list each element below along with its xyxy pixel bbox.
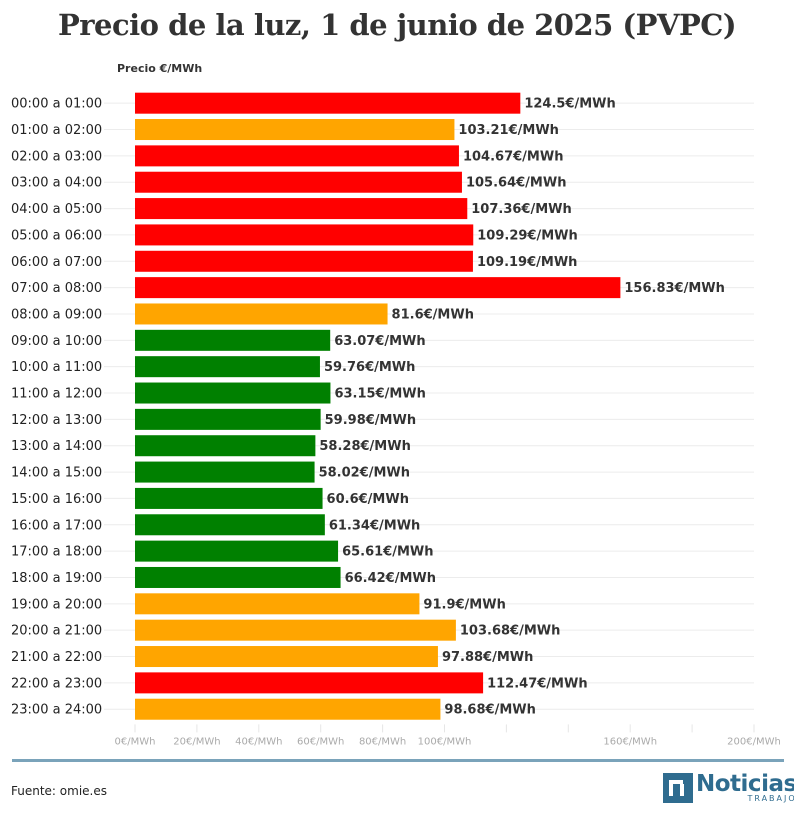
x-tick-label: 40€/MWh [235,736,282,747]
category-label: 08:00 a 09:00 [11,307,102,322]
bar [135,408,321,430]
bar [135,277,621,299]
category-label: 04:00 a 05:00 [11,202,102,217]
category-label: 07:00 a 08:00 [11,281,102,296]
value-label: 65.61€/MWh [342,545,433,560]
value-label: 156.83€/MWh [624,281,725,296]
bar [135,540,339,562]
bar [135,92,521,114]
category-label: 06:00 a 07:00 [11,255,102,270]
bar [135,250,473,272]
category-label: 01:00 a 02:00 [11,123,102,138]
value-label: 58.02€/MWh [319,466,410,481]
value-label: 97.88€/MWh [442,650,533,665]
bar [135,698,441,720]
value-label: 60.6€/MWh [327,492,409,507]
value-label: 103.68€/MWh [460,624,561,639]
value-label: 124.5€/MWh [524,97,615,112]
bar [135,171,462,193]
category-label: 10:00 a 11:00 [11,360,102,375]
bar-chart: 00:00 a 01:00 124.5€/MWh 01:00 a 02:00 103.… [11,92,781,747]
value-label: 58.28€/MWh [319,439,410,454]
category-label: 14:00 a 15:00 [11,466,102,481]
category-label: 02:00 a 03:00 [11,149,102,164]
value-label: 104.67€/MWh [463,149,563,164]
x-tick-label: 60€/MWh [297,736,344,747]
category-label: 18:00 a 19:00 [11,571,102,586]
y-axis-label: Precio €/MWh [117,62,203,75]
value-label: 59.76€/MWh [324,360,415,375]
category-label: 11:00 a 12:00 [11,387,102,402]
category-label: 13:00 a 14:00 [11,439,102,454]
x-tick-label: 0€/MWh [115,736,156,747]
value-label: 66.42€/MWh [345,571,436,586]
category-label: 05:00 a 06:00 [11,228,102,243]
value-label: 63.15€/MWh [334,387,425,402]
category-label: 00:00 a 01:00 [11,97,102,112]
value-label: 112.47€/MWh [487,676,587,691]
bar [135,119,455,141]
value-label: 63.07€/MWh [334,334,425,349]
bar [135,514,325,536]
bar [135,646,438,668]
bar [135,672,484,694]
footer-divider [12,759,784,762]
value-label: 107.36€/MWh [471,202,571,217]
source-note: Fuente: omie.es [11,784,107,798]
value-label: 109.19€/MWh [477,255,578,270]
bar [135,566,341,588]
bar [135,224,474,246]
category-label: 09:00 a 10:00 [11,334,102,349]
x-tick-label: 100€/MWh [418,736,472,747]
chart-title: Precio de la luz, 1 de junio de 2025 (PV… [57,8,737,42]
category-label: 15:00 a 16:00 [11,492,102,507]
x-tick-label: 20€/MWh [173,736,220,747]
x-tick-label: 160€/MWh [603,736,657,747]
category-label: 17:00 a 18:00 [11,545,102,560]
bar [135,382,331,404]
bar [135,198,468,220]
bar [135,487,323,509]
bar [135,461,315,483]
value-label: 105.64€/MWh [466,176,567,191]
brand-logo: Noticias TRABAJO [663,773,794,803]
value-label: 109.29€/MWh [477,228,578,243]
value-label: 81.6€/MWh [392,307,474,322]
category-label: 20:00 a 21:00 [11,624,102,639]
category-label: 19:00 a 20:00 [11,597,102,612]
value-label: 61.34€/MWh [329,518,420,533]
value-label: 98.68€/MWh [444,703,535,718]
logo-mark-icon [663,773,693,803]
category-label: 21:00 a 22:00 [11,650,102,665]
value-label: 91.9€/MWh [423,597,505,612]
bar [135,593,420,615]
x-tick-label: 200€/MWh [727,736,781,747]
x-tick-label: 80€/MWh [359,736,406,747]
logo-subtitle: TRABAJO [747,794,794,803]
value-label: 103.21€/MWh [458,123,559,138]
category-label: 12:00 a 13:00 [11,413,102,428]
bar [135,303,388,325]
category-label: 22:00 a 23:00 [11,676,102,691]
bar [135,145,459,167]
category-label: 23:00 a 24:00 [11,703,102,718]
value-label: 59.98€/MWh [325,413,416,428]
bar [135,356,320,378]
category-label: 03:00 a 04:00 [11,176,102,191]
category-label: 16:00 a 17:00 [11,518,102,533]
logo-name: Noticias [696,771,794,797]
bar [135,329,331,351]
bar [135,619,456,641]
bar [135,435,316,457]
